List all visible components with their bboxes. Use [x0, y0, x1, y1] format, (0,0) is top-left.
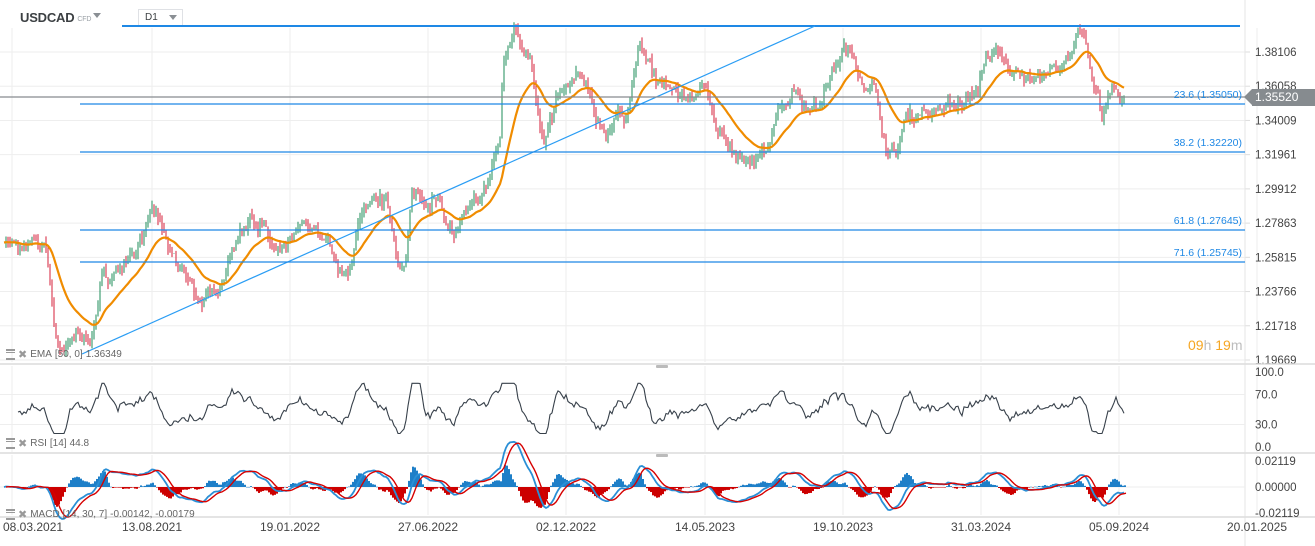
chart-header: USDCAD CFD D1: [0, 0, 1315, 28]
date-axis-label: 13.08.2021: [122, 520, 182, 534]
current-price-tag: 1.35520: [1244, 89, 1315, 106]
settings-menu-icon[interactable]: [6, 509, 15, 520]
pane-resize-handle-rsi[interactable]: [656, 365, 668, 368]
close-icon[interactable]: ✖: [18, 349, 28, 361]
ema-name: EMA: [30, 349, 52, 360]
ema-line: [3, 50, 1125, 327]
fib-level-label: 23.6 (1.35050): [1174, 89, 1242, 101]
macd-params: [14, 30, 7]: [62, 509, 108, 520]
trendline[interactable]: [81, 25, 816, 355]
ema-legend: ✖ EMA [50, 0] 1.36349: [6, 348, 122, 361]
price-axis-label: 1.23766: [1255, 287, 1297, 299]
rsi-axis-label: 30.0: [1255, 420, 1277, 432]
date-axis-label: 31.03.2024: [951, 520, 1011, 534]
price-axis-label: 1.27863: [1255, 218, 1297, 230]
macd-value: -0.00142, -0.00179: [110, 509, 195, 520]
fib-level-label: 61.8 (1.27645): [1174, 215, 1242, 227]
candlestick-series: [5, 22, 1125, 357]
settings-menu-icon[interactable]: [6, 438, 15, 449]
rsi-legend: ✖ RSI [14] 44.8: [6, 437, 89, 450]
date-axis-label: 02.12.2022: [536, 520, 596, 534]
macd-name: MACD: [30, 509, 60, 520]
close-icon[interactable]: ✖: [18, 509, 28, 521]
rsi-name: RSI: [30, 438, 47, 449]
timeframe-dropdown[interactable]: D1: [138, 9, 183, 25]
date-axis-label: 08.03.2021: [3, 520, 63, 534]
date-axis-label: 19.10.2023: [813, 520, 873, 534]
chevron-down-icon[interactable]: [93, 13, 101, 18]
symbol-type: CFD: [77, 16, 92, 23]
date-axis-label: 05.09.2024: [1089, 520, 1149, 534]
price-axis-label: 1.34009: [1255, 115, 1297, 127]
date-axis-label: 14.05.2023: [675, 520, 735, 534]
price-axis-label: 1.38106: [1255, 47, 1297, 59]
price-axis-label: 1.25815: [1255, 252, 1297, 264]
rsi-axis-label: 70.0: [1255, 390, 1277, 402]
macd-axis-label: 0.00000: [1255, 482, 1297, 494]
date-axis-label: 20.01.2025: [1227, 520, 1287, 534]
rsi-value: 44.8: [69, 438, 90, 449]
rsi-line: [17, 382, 1125, 435]
ema-params: [50, 0]: [54, 349, 83, 360]
ema-value: 1.36349: [85, 349, 122, 360]
rsi-axis-label: 100.0: [1255, 367, 1284, 379]
rsi-axis-label: 0.0: [1255, 442, 1271, 454]
timeframe-value: D1: [145, 12, 158, 23]
date-axis-label: 19.01.2022: [260, 520, 320, 534]
fib-level-label: 71.6 (1.25745): [1174, 247, 1242, 259]
price-axis-label: 1.29912: [1255, 184, 1297, 196]
price-axis-label: 1.31961: [1255, 150, 1297, 162]
symbol-selector[interactable]: USDCAD CFD: [20, 10, 91, 25]
symbol-name: USDCAD: [20, 10, 75, 25]
macd-axis-label: 0.02119: [1255, 456, 1296, 468]
pane-resize-handle-macd[interactable]: [656, 454, 668, 457]
chevron-down-icon: [169, 15, 177, 20]
rsi-params: [14]: [49, 438, 67, 449]
candle-countdown: 09h 19m: [1188, 337, 1243, 353]
macd-signal-line: [5, 442, 1127, 518]
close-icon[interactable]: ✖: [18, 438, 28, 450]
macd-legend: ✖ MACD [14, 30, 7] -0.00142, -0.00179: [6, 508, 195, 521]
macd-axis-label: -0.02119: [1255, 508, 1300, 520]
date-axis-label: 27.06.2022: [398, 520, 458, 534]
price-axis-label: 1.19669: [1255, 355, 1297, 367]
price-axis-label: 1.21718: [1255, 321, 1297, 333]
fib-level-label: 38.2 (1.32220): [1174, 137, 1242, 149]
settings-menu-icon[interactable]: [6, 349, 15, 360]
